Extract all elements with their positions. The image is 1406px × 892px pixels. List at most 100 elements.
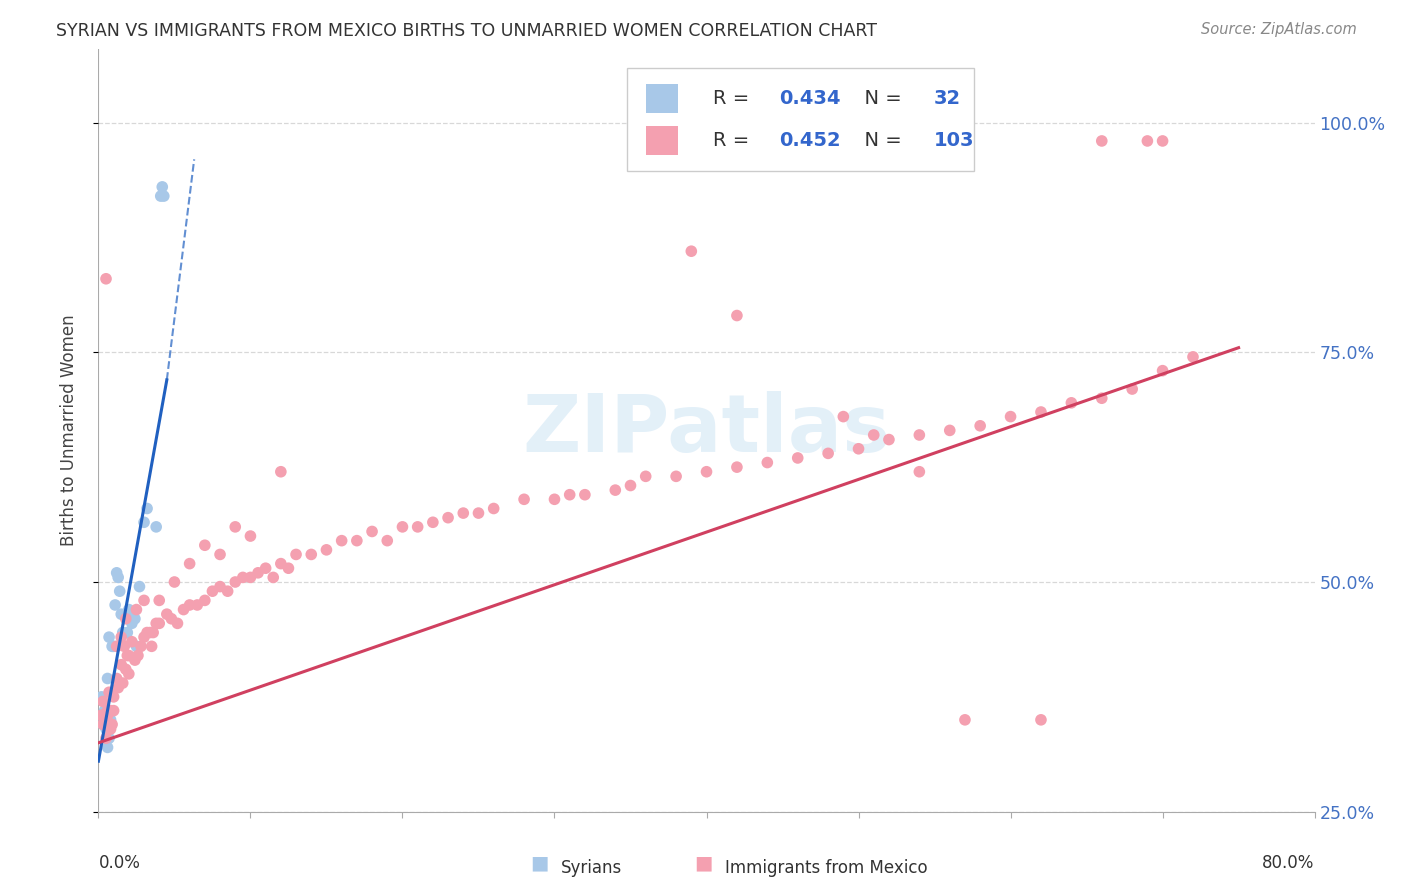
Point — [908, 428, 931, 442]
Point — [98, 630, 121, 644]
Point — [94, 722, 117, 736]
Point — [148, 616, 170, 631]
Text: ■: ■ — [695, 854, 713, 872]
Text: 0.452: 0.452 — [779, 131, 841, 150]
Text: Immigrants from Mexico: Immigrants from Mexico — [724, 859, 928, 877]
Point — [209, 580, 232, 594]
Point — [330, 533, 353, 548]
Point — [877, 433, 900, 447]
Point — [224, 520, 246, 534]
Point — [91, 717, 114, 731]
Point — [247, 566, 270, 580]
Point — [201, 584, 224, 599]
Point — [100, 722, 122, 736]
Point — [406, 520, 429, 534]
Point — [634, 469, 657, 483]
Point — [101, 717, 124, 731]
Point — [543, 492, 565, 507]
Point — [124, 653, 146, 667]
Point — [142, 625, 165, 640]
Point — [132, 593, 155, 607]
Point — [574, 488, 596, 502]
Point — [862, 428, 884, 442]
Point — [665, 469, 688, 483]
Point — [94, 731, 117, 746]
Point — [163, 574, 186, 589]
Point — [96, 740, 118, 755]
Point — [114, 607, 136, 622]
Text: Source: ZipAtlas.com: Source: ZipAtlas.com — [1201, 22, 1357, 37]
Point — [103, 704, 125, 718]
Point — [513, 492, 536, 507]
Point — [132, 630, 155, 644]
Point — [110, 657, 132, 672]
Point — [112, 640, 135, 654]
Point — [124, 612, 146, 626]
Point — [232, 570, 254, 584]
Text: ■: ■ — [530, 854, 548, 872]
Point — [217, 584, 239, 599]
Point — [239, 529, 262, 543]
FancyBboxPatch shape — [645, 84, 678, 113]
Text: 0.0%: 0.0% — [98, 854, 141, 871]
Point — [262, 570, 284, 584]
Point — [105, 566, 128, 580]
Point — [101, 640, 124, 654]
Point — [103, 690, 125, 704]
Point — [605, 483, 627, 497]
Point — [118, 666, 141, 681]
Point — [105, 672, 128, 686]
Point — [186, 598, 208, 612]
Point — [163, 841, 186, 855]
Point — [121, 616, 143, 631]
Point — [149, 189, 172, 203]
Point — [156, 607, 179, 622]
Point — [128, 580, 150, 594]
Point — [91, 717, 114, 731]
Point — [467, 506, 489, 520]
Point — [145, 616, 167, 631]
Point — [90, 708, 112, 723]
Point — [105, 640, 128, 654]
Point — [110, 630, 132, 644]
Point — [299, 548, 322, 562]
Point — [391, 520, 413, 534]
Point — [681, 244, 703, 259]
Text: SYRIAN VS IMMIGRANTS FROM MEXICO BIRTHS TO UNMARRIED WOMEN CORRELATION CHART: SYRIAN VS IMMIGRANTS FROM MEXICO BIRTHS … — [56, 22, 877, 40]
Point — [127, 648, 149, 663]
Point — [1029, 405, 1052, 419]
Point — [832, 409, 855, 424]
Point — [118, 602, 141, 616]
Point — [107, 570, 129, 584]
Point — [125, 640, 148, 654]
Point — [111, 625, 134, 640]
Point — [96, 704, 118, 718]
Text: 0.434: 0.434 — [779, 89, 841, 108]
Point — [1152, 364, 1174, 378]
Point — [1029, 713, 1052, 727]
Point — [141, 640, 163, 654]
Point — [270, 465, 292, 479]
Text: R =: R = — [713, 131, 755, 150]
Point — [93, 713, 115, 727]
Point — [96, 708, 118, 723]
Point — [114, 612, 136, 626]
Point — [1136, 134, 1159, 148]
Point — [375, 533, 398, 548]
Point — [139, 625, 162, 640]
Point — [117, 625, 139, 640]
Point — [619, 478, 641, 492]
Point — [939, 424, 962, 438]
Point — [194, 593, 217, 607]
Point — [817, 446, 839, 460]
Point — [90, 690, 112, 704]
Point — [98, 731, 121, 746]
Point — [277, 561, 299, 575]
Point — [150, 180, 173, 194]
Point — [1000, 409, 1022, 424]
Point — [315, 542, 337, 557]
Point — [453, 506, 475, 520]
Point — [136, 625, 159, 640]
Point — [117, 648, 139, 663]
Point — [121, 634, 143, 648]
